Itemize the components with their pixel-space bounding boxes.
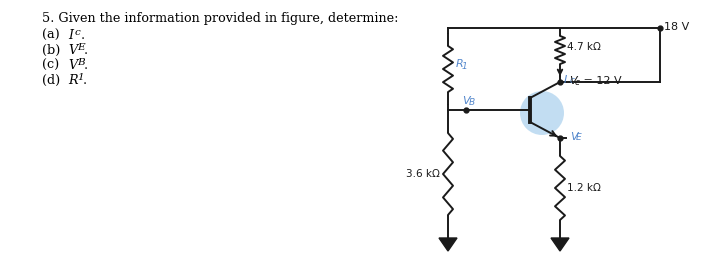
Text: .: . [81,29,85,42]
Text: R: R [456,59,464,69]
Text: (b): (b) [42,44,64,57]
Text: (a): (a) [42,29,64,42]
Text: E: E [576,133,582,142]
Text: V: V [68,59,77,72]
Text: c: c [570,76,575,85]
Text: c: c [575,77,580,87]
Text: .: . [84,59,88,72]
Text: (d): (d) [42,74,64,87]
Text: V: V [570,132,577,142]
Text: 18 V: 18 V [664,22,689,32]
Text: c: c [75,28,81,37]
Text: I: I [68,29,73,42]
Text: B: B [469,98,475,107]
Polygon shape [439,238,457,251]
Text: V: V [569,76,577,86]
Polygon shape [551,238,569,251]
Text: R: R [68,74,78,87]
Text: 1: 1 [77,73,84,82]
Text: 1.2 kΩ: 1.2 kΩ [567,183,601,193]
Text: 4.7 kΩ: 4.7 kΩ [567,42,601,52]
Text: I: I [564,75,567,85]
Text: 3.6 kΩ: 3.6 kΩ [406,169,440,179]
Text: V: V [462,96,469,106]
Text: .: . [83,74,87,87]
Text: B: B [77,58,85,67]
Text: .: . [84,44,88,57]
Circle shape [520,91,564,135]
Text: 1: 1 [462,62,468,70]
Text: V: V [68,44,77,57]
Text: = 12 V: = 12 V [580,76,621,86]
Text: E: E [77,43,85,52]
Text: 5. Given the information provided in figure, determine:: 5. Given the information provided in fig… [42,12,398,25]
Text: (c): (c) [42,59,63,72]
